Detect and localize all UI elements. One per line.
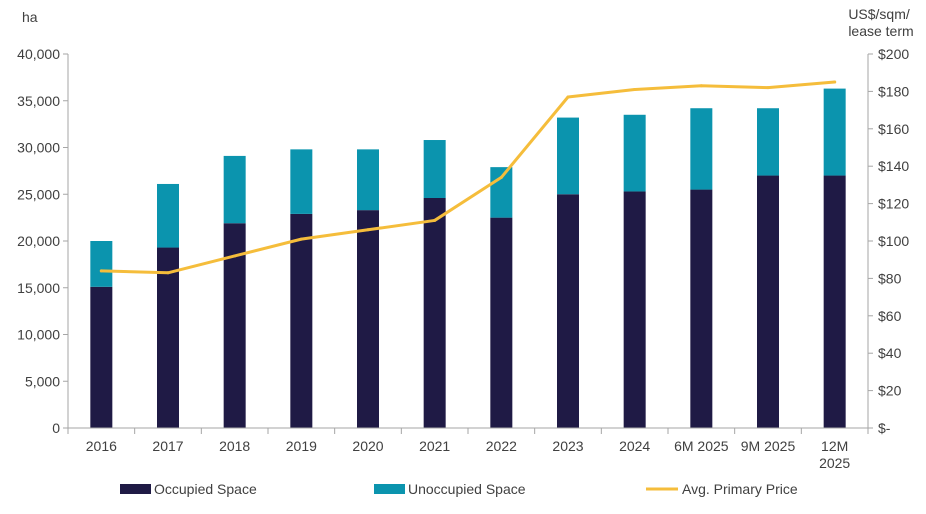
bar-unoccupied-space [623,114,646,192]
bar-unoccupied-space [223,155,246,224]
bar-unoccupied-space [290,149,313,214]
avg-primary-price-point [499,175,503,179]
bar-occupied-space [690,189,713,428]
bar-occupied-space [557,194,579,428]
avg-primary-price-point [299,237,303,241]
x-tick-label: 2025 [819,455,850,471]
x-tick-label: 2020 [352,438,383,454]
right-tick-label: $180 [878,83,909,99]
right-tick-label: $- [878,420,891,436]
bar-unoccupied-space [157,183,179,248]
avg-primary-price-point [99,269,103,273]
bar-occupied-space [623,191,646,428]
bar-occupied-space [823,175,846,428]
bar-unoccupied-space [757,108,779,176]
right-tick-label: $120 [878,196,909,212]
avg-primary-price-point [699,84,703,88]
x-tick-label: 6M 2025 [674,438,729,454]
x-tick-label: 2024 [619,438,650,454]
x-tick-label: 2017 [152,438,183,454]
legend-label-unoccupied: Unoccupied Space [408,481,526,497]
right-tick-label: $140 [878,158,909,174]
x-tick-label: 2022 [486,438,517,454]
bar-unoccupied-space [557,117,579,195]
x-tick-label: 9M 2025 [741,438,796,454]
avg-primary-price-point [433,218,437,222]
right-tick-label: $200 [878,46,909,62]
bar-occupied-space [357,210,379,428]
avg-primary-price-point [366,228,370,232]
right-tick-labels: $- $20 $40 $60 $80 $100 $120 $140 $160 $180 $200 [878,46,909,436]
legend-swatch-occupied [120,484,151,494]
right-tick-label: $160 [878,121,909,137]
right-tick-label: $80 [878,270,902,286]
left-tick-label: 40,000 [17,46,60,62]
bar-occupied-space [157,247,179,428]
x-tick-label: 12M [821,438,848,454]
x-tick-label: 2023 [552,438,583,454]
right-tick-label: $20 [878,383,902,399]
left-tick-label: 25,000 [17,186,60,202]
left-tick-label: 10,000 [17,327,60,343]
legend-item-unoccupied: Unoccupied Space [374,481,526,497]
bar-occupied-space [423,197,446,428]
legend-swatch-unoccupied [374,484,405,494]
legend-label-occupied: Occupied Space [154,481,257,497]
x-tick-labels: 2016 2017 2018 2019 2020 2021 2022 2023 2024 6M 2… [86,438,851,471]
bar-unoccupied-space [357,149,379,211]
left-tick-label: 0 [52,420,60,436]
avg-primary-price-line [99,80,837,275]
right-axis-unit-label: US$/sqm/ lease term [848,6,913,39]
avg-primary-price-point [833,80,837,84]
bar-occupied-space [490,217,513,428]
bar-unoccupied-space [90,241,113,287]
axes-layer [63,53,873,434]
avg-primary-price-point [633,88,637,92]
legend: Occupied Space Unoccupied Space Avg. Pri… [120,481,798,497]
left-tick-label: 5,000 [25,373,60,389]
legend-item-price: Avg. Primary Price [646,481,798,497]
bar-unoccupied-space [690,108,713,190]
bars-layer [90,88,846,428]
left-tick-label: 30,000 [17,140,60,156]
x-tick-label: 2018 [219,438,250,454]
legend-label-price: Avg. Primary Price [682,481,798,497]
price-line-layer [99,80,837,275]
right-axis-unit-line-2: lease term [848,23,913,39]
left-axis-unit-label: ha [22,9,38,25]
avg-primary-price-point [766,86,770,90]
right-tick-label: $100 [878,233,909,249]
x-tick-label: 2019 [286,438,317,454]
right-tick-label: $60 [878,308,902,324]
avg-primary-price-point [233,254,237,258]
bar-unoccupied-space [823,88,846,176]
x-tick-label: 2021 [419,438,450,454]
legend-item-occupied: Occupied Space [120,481,257,497]
bar-occupied-space [223,223,246,428]
bar-occupied-space [90,286,113,428]
bar-occupied-space [757,175,779,428]
avg-primary-price-point [566,95,570,99]
x-tick-label: 2016 [86,438,117,454]
left-tick-label: 15,000 [17,280,60,296]
right-tick-label: $40 [878,345,902,361]
right-axis-unit-line-1: US$/sqm/ [848,6,910,22]
bar-occupied-space [290,213,313,428]
bar-unoccupied-space [490,167,513,218]
avg-primary-price-point [166,271,170,275]
left-tick-label: 20,000 [17,233,60,249]
left-tick-labels: 0 5,000 10,000 15,000 20,000 25,000 30,000 35,0… [17,46,60,436]
left-tick-label: 35,000 [17,93,60,109]
bar-unoccupied-space [423,140,446,198]
